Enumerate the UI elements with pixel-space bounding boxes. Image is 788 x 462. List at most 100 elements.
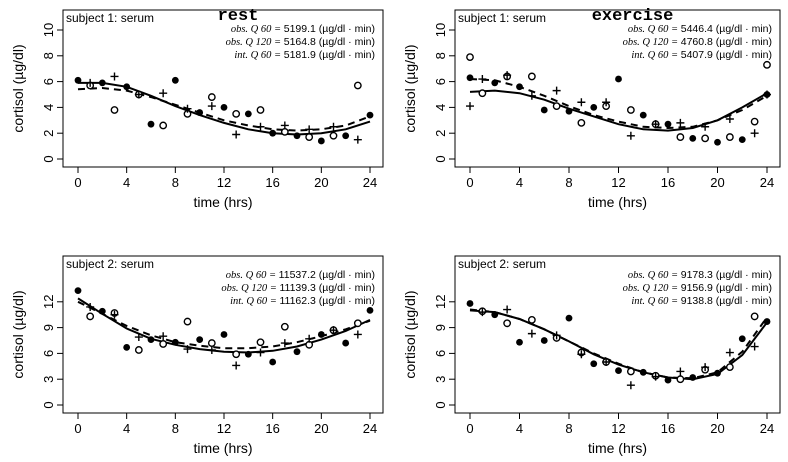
plus-point	[256, 122, 265, 131]
x-tick-label: 4	[516, 175, 523, 190]
y-tick-label: 6	[433, 350, 448, 357]
solid-fit-curve	[77, 297, 371, 354]
filled-point	[664, 376, 672, 384]
open-point	[305, 133, 314, 141]
filled-point	[74, 76, 82, 84]
open-point	[527, 315, 536, 324]
y-tick-label: 12	[433, 295, 448, 309]
open-point	[725, 133, 734, 141]
open-point	[478, 89, 487, 98]
y-tick-label: 0	[41, 155, 56, 162]
open-point	[159, 340, 168, 348]
plus-point	[353, 330, 362, 339]
plot-frame	[62, 255, 384, 414]
x-axis-label: time (hrs)	[588, 440, 647, 456]
x-tick-label: 24	[760, 421, 774, 436]
x-tick-label: 4	[123, 421, 130, 436]
open-point	[503, 319, 512, 328]
panel-subtitle: subject 2: serum	[458, 257, 546, 271]
filled-point	[689, 134, 697, 142]
plus-point	[159, 332, 168, 341]
filled-point	[220, 331, 228, 338]
filled-point	[590, 104, 598, 111]
filled-point	[74, 287, 82, 295]
filled-point	[664, 120, 672, 128]
filled-point	[491, 311, 499, 319]
x-axis-label: time (hrs)	[193, 194, 252, 210]
y-axis-label: cortisol (µg/dl)	[10, 44, 26, 132]
plus-point	[183, 104, 192, 113]
open-point	[676, 133, 685, 141]
y-tick-label: 10	[41, 23, 56, 37]
x-tick-label: 4	[516, 421, 523, 436]
plus-point	[353, 135, 362, 144]
filled-point	[565, 314, 573, 322]
plus-point	[527, 91, 536, 100]
filled-point	[244, 110, 252, 118]
filled-point	[123, 83, 131, 91]
x-tick-label: 20	[314, 175, 328, 190]
filled-point	[615, 75, 622, 83]
plus-point	[701, 122, 710, 131]
plus-point	[676, 118, 685, 127]
plus-point	[651, 120, 660, 129]
open-point	[626, 106, 635, 114]
y-tick-label: 3	[433, 376, 448, 383]
plus-point	[503, 71, 512, 80]
plus-point	[207, 345, 216, 354]
dashed-fit-curve	[469, 78, 768, 130]
filled-point	[171, 76, 179, 84]
open-point	[329, 131, 338, 140]
filled-point	[565, 107, 573, 115]
plus-point	[305, 125, 314, 134]
annotation-1: obs. Q 60 = 11537.2 (µg/dl · min)	[226, 269, 375, 281]
filled-point	[615, 367, 622, 374]
filled-point	[244, 350, 252, 358]
x-tick-label: 20	[710, 421, 724, 436]
open-point	[256, 106, 265, 114]
y-tick-label: 2	[433, 130, 448, 137]
open-point	[577, 118, 586, 127]
open-point	[232, 109, 241, 118]
plus-point	[329, 122, 338, 131]
panel-title: exercise	[592, 7, 674, 26]
x-tick-label: 8	[172, 175, 179, 190]
x-tick-label: 16	[661, 175, 675, 190]
plus-point	[725, 115, 734, 124]
filled-point	[98, 79, 106, 87]
filled-point	[540, 106, 548, 114]
x-axis-label: time (hrs)	[193, 440, 252, 456]
filled-point	[147, 120, 155, 128]
plus-point	[232, 130, 241, 139]
dashed-fit-curve	[77, 86, 371, 132]
filled-point	[293, 132, 301, 140]
filled-point	[293, 348, 301, 356]
open-point	[725, 363, 734, 372]
filled-point	[366, 111, 374, 119]
filled-point	[491, 79, 499, 87]
annotation-3: int. Q 60 = 11162.3 (µg/dl · min)	[230, 295, 375, 307]
x-axis-label: time (hrs)	[588, 194, 647, 210]
panel-subtitle: subject 1: serum	[458, 11, 546, 25]
plus-point	[183, 345, 192, 354]
filled-point	[269, 129, 277, 137]
x-tick-label: 0	[74, 175, 81, 190]
filled-point	[269, 358, 277, 366]
plus-point	[750, 129, 759, 138]
y-axis-label: cortisol (µg/dl)	[402, 44, 418, 132]
filled-point	[714, 369, 721, 377]
filled-point	[689, 374, 697, 381]
open-point	[232, 350, 241, 359]
y-tick-label: 4	[433, 104, 448, 111]
plus-point	[552, 86, 561, 95]
y-axis-label: cortisol (µg/dl)	[402, 290, 418, 378]
y-tick-label: 9	[41, 324, 56, 331]
plus-point	[256, 348, 265, 357]
open-point	[676, 375, 685, 384]
filled-point	[317, 137, 325, 145]
x-tick-label: 16	[265, 421, 279, 436]
open-point	[353, 81, 362, 90]
open-point	[763, 60, 771, 69]
y-tick-label: 6	[433, 78, 448, 85]
open-point	[256, 338, 265, 347]
